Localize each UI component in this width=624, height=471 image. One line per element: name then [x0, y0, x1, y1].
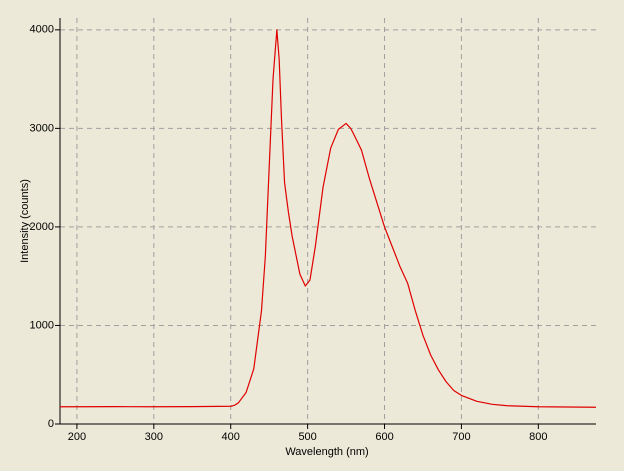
y-tick-label: 3000 — [30, 122, 54, 134]
y-axis-title: Intensity (counts) — [19, 179, 31, 263]
x-axis-title: Wavelength (nm) — [285, 446, 368, 458]
x-tick-label: 600 — [375, 431, 393, 443]
y-tick-label: 4000 — [30, 24, 54, 36]
x-tick-label: 200 — [68, 431, 86, 443]
x-tick-label: 500 — [298, 431, 316, 443]
y-tick-label: 2000 — [30, 221, 54, 233]
y-tick-label: 0 — [48, 418, 54, 430]
x-tick-label: 300 — [145, 431, 163, 443]
spectrum-line — [60, 29, 597, 408]
y-tick-label: 1000 — [30, 319, 54, 331]
x-tick-label: 800 — [529, 431, 547, 443]
x-tick-label: 400 — [222, 431, 240, 443]
x-tick-label: 700 — [452, 431, 470, 443]
